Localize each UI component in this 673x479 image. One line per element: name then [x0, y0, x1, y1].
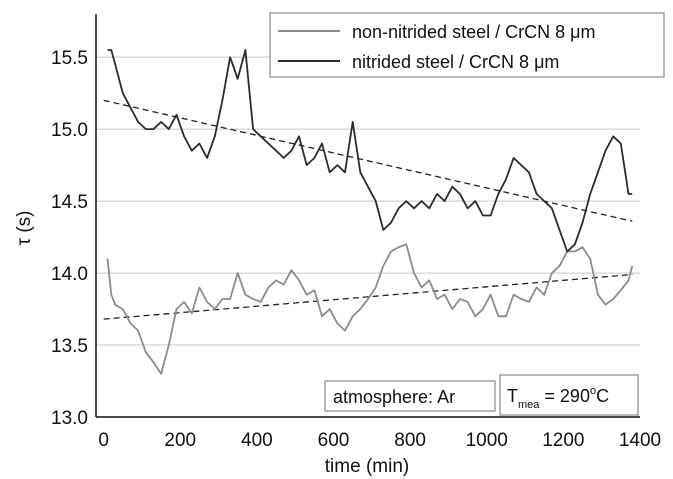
x-tick-label: 1000	[466, 430, 508, 451]
legend-label-non-nitrided: non-nitrided steel / CrCN 8 μm	[352, 22, 595, 42]
gridlines	[96, 56, 640, 346]
x-axis-label: time (min)	[325, 456, 409, 477]
legend-label-nitrided: nitrided steel / CrCN 8 μm	[352, 52, 559, 72]
y-tick-labels: 13.0 13.5 14.0 14.5 15.0 15.5	[51, 48, 88, 429]
series-line-nitrided	[107, 49, 633, 253]
y-tick-label: 15.5	[51, 48, 88, 69]
temp-tail: C	[596, 386, 609, 406]
annotation-temperature-text: Tmea = 290oC	[507, 385, 609, 411]
series-line-non-nitrided	[106, 243, 634, 375]
annotation-atmosphere-box	[324, 380, 496, 412]
x-tick-label: 200	[164, 430, 196, 451]
trendline	[103, 99, 633, 222]
x-tick-label: 1400	[619, 430, 661, 451]
annotation-temperature: Tmea = 290oC	[499, 374, 639, 416]
temp-main-suffix: = 290	[539, 386, 590, 406]
legend-box	[269, 12, 665, 78]
trendline	[103, 273, 633, 320]
x-tick-label: 600	[318, 430, 350, 451]
axes	[95, 14, 640, 418]
y-tick-label: 14.5	[51, 192, 88, 213]
y-axis-label: τ (s)	[14, 211, 35, 246]
x-tick-labels: 0 200 400 600 800 1000 1200 1400	[98, 430, 661, 451]
x-tick-label: 400	[241, 430, 273, 451]
annotation-atmosphere-text: atmosphere: Ar	[333, 387, 455, 407]
y-tick-label: 13.0	[51, 408, 88, 429]
legend: non-nitrided steel / CrCN 8 μm nitrided …	[269, 12, 665, 78]
x-tick-label: 1200	[542, 430, 584, 451]
x-tick-label: 0	[98, 430, 109, 451]
annotation-atmosphere: atmosphere: Ar	[324, 380, 496, 412]
data-series	[106, 49, 634, 375]
y-tick-label: 14.0	[51, 264, 88, 285]
annotation-temperature-box	[499, 374, 639, 416]
x-tick-label: 800	[394, 430, 426, 451]
temp-degree-superscript: o	[590, 385, 596, 397]
y-tick-label: 13.5	[51, 336, 88, 357]
y-tick-label: 15.0	[51, 120, 88, 141]
temp-subscript: mea	[518, 399, 540, 411]
temp-main-prefix: T	[507, 386, 518, 406]
